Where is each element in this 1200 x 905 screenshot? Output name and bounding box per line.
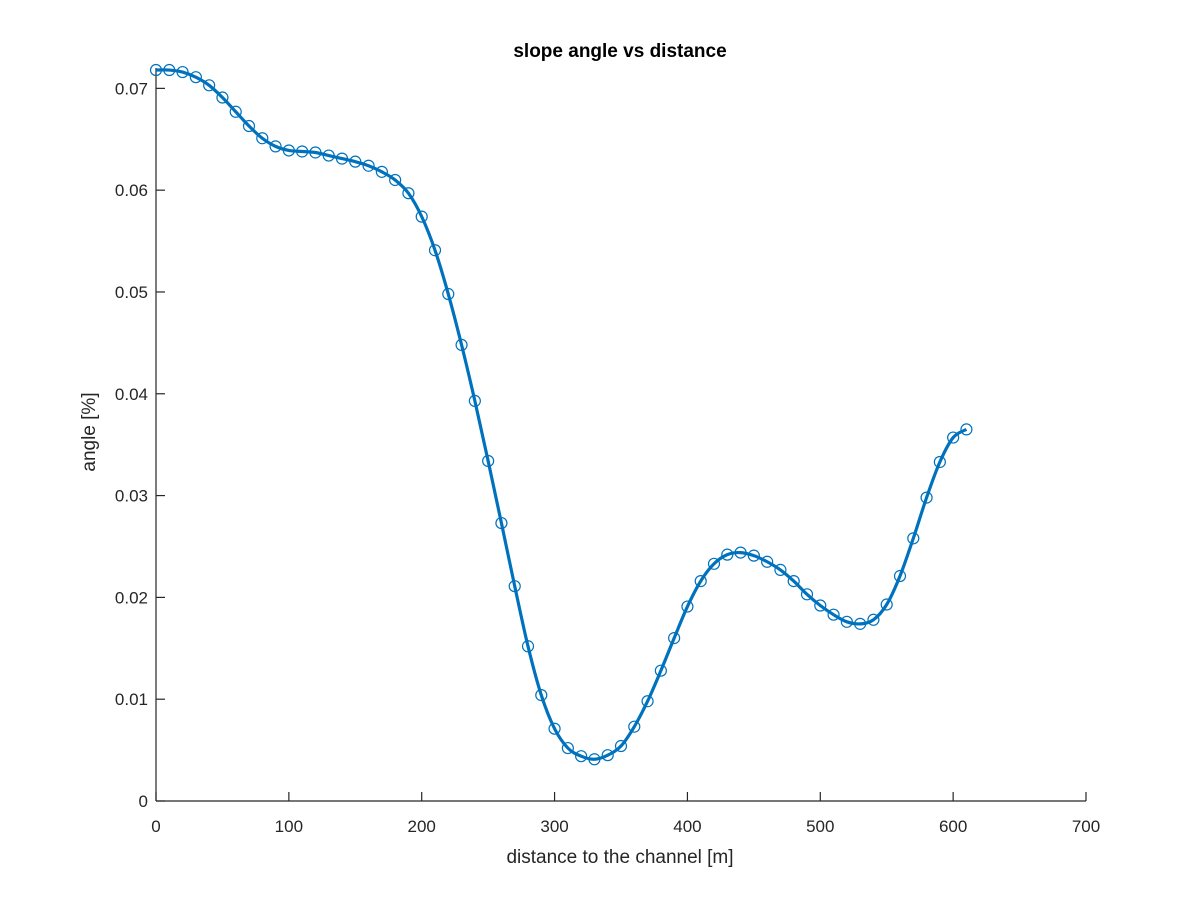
data-point-marker (787, 574, 800, 588)
data-point-marker (721, 548, 734, 561)
data-point-marker (189, 71, 202, 84)
data-point-marker (814, 599, 827, 612)
data-point-marker (601, 749, 614, 762)
data-point-marker (282, 144, 295, 157)
data-point-marker (428, 244, 442, 257)
data-point-marker (694, 574, 707, 588)
data-point-marker (269, 140, 282, 153)
y-tick-label: 0.01 (115, 690, 148, 709)
data-point-marker (920, 491, 933, 504)
data-point-marker (628, 720, 641, 733)
data-point-marker (349, 155, 362, 168)
data-point-marker (309, 146, 322, 159)
data-point-marker (375, 165, 388, 178)
x-tick-label: 300 (540, 817, 568, 836)
y-tick-label: 0.05 (115, 283, 148, 302)
chart-title: slope angle vs distance (513, 41, 726, 62)
data-point-marker (335, 152, 349, 165)
data-point-marker (482, 454, 495, 468)
data-point-marker (734, 546, 747, 559)
data-point-marker (389, 173, 402, 187)
data-point-marker (947, 431, 960, 444)
data-point-marker (495, 516, 508, 530)
y-tick-label: 0.07 (115, 79, 148, 98)
data-point-marker (681, 600, 694, 613)
x-tick-label: 200 (408, 817, 436, 836)
data-point-marker (588, 753, 601, 766)
x-tick-label: 0 (151, 817, 160, 836)
x-tick-label: 100 (275, 817, 303, 836)
data-point-marker (229, 105, 242, 118)
data-point-marker (468, 394, 481, 408)
y-axis-label: angle [%] (79, 392, 100, 471)
data-point-marker (668, 632, 681, 645)
data-point-marker (296, 145, 309, 158)
data-point-marker (893, 569, 907, 583)
series-line (155, 68, 968, 761)
data-point-marker (840, 615, 853, 628)
data-point-marker (880, 598, 893, 611)
x-tick-label: 700 (1072, 817, 1100, 836)
data-point-marker (362, 159, 375, 172)
y-tick-label: 0 (139, 792, 148, 811)
data-point-marker (176, 65, 189, 79)
data-point-marker (402, 187, 415, 200)
x-tick-label: 400 (673, 817, 701, 836)
data-point-marker (415, 210, 428, 223)
data-point-marker (774, 563, 787, 577)
data-point-marker (455, 338, 468, 352)
y-tick-label: 0.04 (115, 385, 148, 404)
data-point-marker (442, 287, 455, 301)
data-point-marker (149, 63, 163, 77)
plot-area: 0 100 200 300 400 500 600 700 0 0.01 0.02 0.03 0.04 0… (115, 63, 1100, 836)
data-point-marker (203, 79, 216, 92)
data-point-marker (548, 722, 561, 735)
data-point-marker (614, 739, 628, 753)
data-point-marker (747, 549, 760, 562)
data-point-marker (867, 613, 880, 626)
y-tick-label: 0.02 (115, 588, 148, 607)
y-tick-label: 0.03 (115, 487, 148, 506)
data-point-marker (641, 695, 654, 708)
data-point-marker (575, 750, 588, 763)
data-point-marker (854, 617, 867, 630)
x-axis-label: distance to the channel [m] (506, 847, 733, 868)
data-point-marker (521, 640, 535, 653)
data-point-marker (163, 63, 176, 77)
data-point-marker (322, 149, 335, 162)
data-point-marker (800, 588, 814, 601)
data-point-marker (654, 664, 667, 677)
data-point-marker (508, 580, 521, 593)
data-point-marker (256, 132, 269, 145)
data-point-marker (242, 119, 256, 133)
data-point-marker (907, 532, 920, 545)
data-point-marker (707, 557, 721, 570)
data-point-marker (933, 455, 946, 469)
data-point-marker (960, 423, 973, 436)
data-point-marker (761, 555, 774, 568)
data-point-marker (535, 689, 548, 702)
data-point-marker (561, 741, 574, 755)
data-point-marker (827, 608, 840, 621)
x-tick-label: 600 (939, 817, 967, 836)
y-tick-label: 0.06 (115, 181, 148, 200)
data-point-marker (216, 91, 229, 104)
x-tick-label: 500 (806, 817, 834, 836)
